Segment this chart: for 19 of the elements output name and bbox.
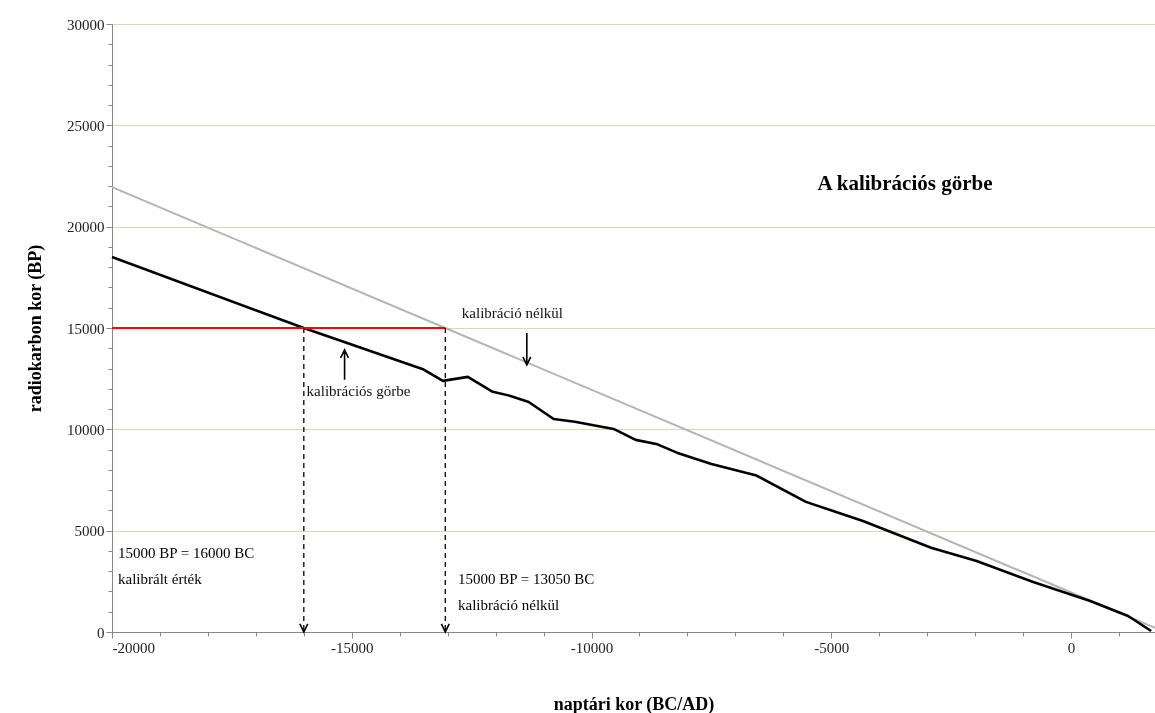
y-tick-label: 0 [97, 624, 105, 641]
annotation: 15000 BP = 13050 BC kalibráció nélkül [458, 571, 595, 613]
annotation: 15000 BP = 16000 BC kalibrált érték [118, 545, 255, 587]
y-tick-label: 15000 [67, 320, 105, 337]
y-tick-label: 5000 [74, 523, 105, 540]
annotation: kalibráció nélkül [461, 304, 564, 321]
x-tick-label: -10000 [570, 639, 614, 656]
x-tick-label: -15000 [331, 639, 374, 656]
y-tick-label: 30000 [67, 16, 105, 33]
y-tick-label: 10000 [67, 421, 105, 438]
y-axis-title: radiokarbon kor (BP) [25, 244, 46, 413]
x-axis-title: naptári kor (BC/AD) [553, 693, 715, 713]
x-tick-label: 0 [1067, 639, 1076, 656]
x-tick-label: -20000 [112, 639, 155, 656]
y-tick-label: 20000 [67, 219, 105, 236]
annotation: kalibrációs görbe [306, 382, 411, 399]
x-tick-label: -5000 [814, 639, 850, 656]
annotation: A kalibrációs görbe [817, 171, 993, 195]
y-tick-label: 25000 [67, 117, 105, 134]
